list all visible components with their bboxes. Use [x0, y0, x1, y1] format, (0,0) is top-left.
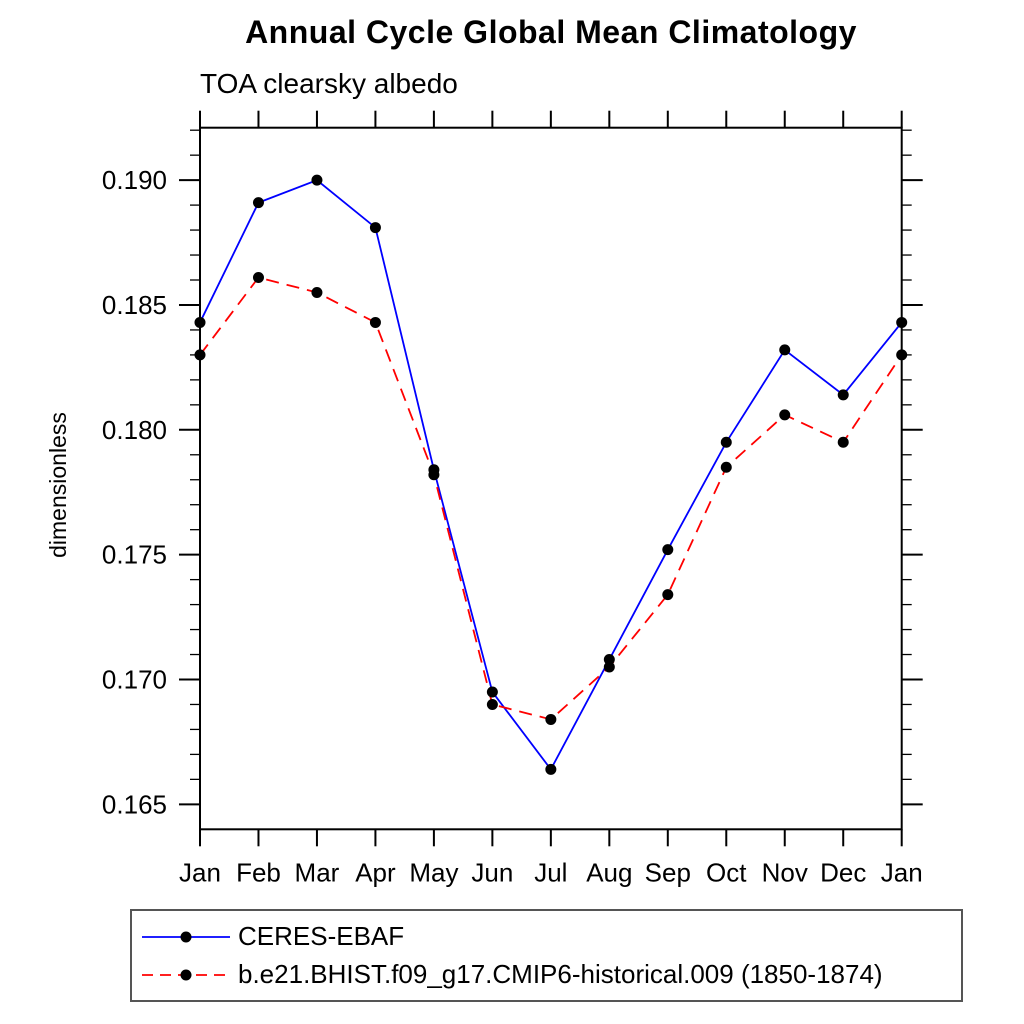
data-point-marker [720, 436, 732, 448]
legend-item-ceres-ebaf: CERES-EBAF [141, 921, 961, 952]
data-point-marker [662, 544, 674, 556]
x-tick-label: Apr [355, 857, 396, 887]
x-tick-label: Oct [706, 857, 747, 887]
x-tick-label: Jun [471, 857, 513, 887]
y-tick-label: 0.165 [102, 789, 167, 819]
series-line-model-run [199, 276, 903, 721]
data-point-marker [252, 272, 264, 284]
data-point-marker [311, 174, 323, 186]
data-point-marker [837, 389, 849, 401]
x-tick-label: Aug [586, 857, 632, 887]
data-point-marker [369, 316, 381, 328]
x-tick-label: May [409, 857, 458, 887]
series-line-ceres-ebaf [199, 179, 903, 772]
x-tick-label: Dec [820, 857, 866, 887]
data-point-marker [720, 461, 732, 473]
chart-subtitle: TOA clearsky albedo [200, 68, 458, 99]
x-tick-label: Feb [236, 857, 281, 887]
legend-sample-marker [180, 969, 192, 980]
legend-label-ceres-ebaf: CERES-EBAF [238, 921, 405, 951]
x-tick-label: Mar [295, 857, 340, 887]
data-point-marker [662, 589, 674, 601]
data-point-marker [486, 686, 498, 698]
data-point-marker [545, 763, 557, 775]
data-point-marker [603, 661, 615, 673]
y-tick-label: 0.185 [102, 290, 167, 320]
legend-sample-marker [180, 931, 192, 942]
data-point-marker [837, 436, 849, 448]
chart-title: Annual Cycle Global Mean Climatology [245, 14, 857, 50]
legend-dashed-line-sample [142, 969, 230, 980]
x-tick-label: Jul [534, 857, 567, 887]
y-axis-label: dimensionless [45, 412, 71, 558]
data-point-marker [194, 349, 206, 361]
legend: CERES-EBAF b.e21.BHIST.f09_g17.CMIP6-his… [130, 909, 963, 1002]
legend-label-model-run: b.e21.BHIST.f09_g17.CMIP6-historical.009… [238, 959, 883, 989]
legend-item-model-run: b.e21.BHIST.f09_g17.CMIP6-historical.009… [141, 959, 961, 990]
data-point-marker [194, 316, 206, 328]
data-point-marker [311, 286, 323, 298]
data-point-marker [369, 222, 381, 234]
x-tick-label: Jan [881, 857, 923, 887]
x-tick-label: Nov [762, 857, 808, 887]
y-tick-label: 0.170 [102, 664, 167, 694]
data-point-marker [896, 349, 908, 361]
data-point-marker [486, 698, 498, 710]
x-tick-label: Sep [645, 857, 691, 887]
y-tick-label: 0.175 [102, 540, 167, 570]
legend-solid-line-sample [142, 931, 230, 942]
data-point-marker [545, 713, 557, 725]
data-point-marker [896, 316, 908, 328]
x-tick-label: Jan [179, 857, 221, 887]
data-point-marker [252, 197, 264, 209]
data-point-marker [779, 344, 791, 356]
y-tick-label: 0.180 [102, 415, 167, 445]
data-point-marker [428, 469, 440, 481]
data-point-marker [779, 409, 791, 421]
y-tick-label: 0.190 [102, 165, 167, 195]
